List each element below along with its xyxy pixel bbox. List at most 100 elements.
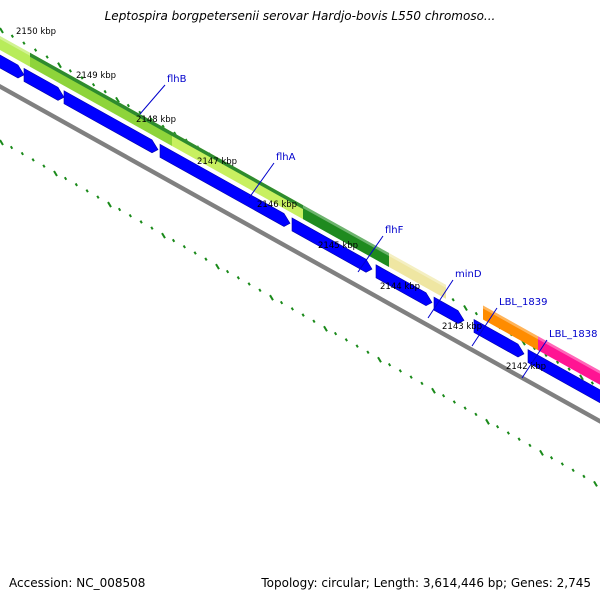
gene-leader-line [471,307,498,347]
inner-tick [474,412,478,417]
gene-leader-line [357,235,384,273]
outer-tick [579,374,584,381]
gene-label: flhF [385,225,404,236]
outer-tick [45,55,49,59]
band-flhB-edge [30,52,172,136]
cds-arrow [0,54,25,79]
band-flhA-edge [172,131,303,210]
inner-tick [150,226,154,230]
inner-tick [74,182,78,187]
inner-tick [398,369,402,373]
outer-tick [33,48,38,52]
inner-tick [431,387,436,394]
inner-tick [279,300,284,305]
inner-tick [387,362,392,367]
inner-tick [495,425,500,429]
cds-arrow [527,349,600,404]
inner-tick [506,431,510,435]
inner-tick [560,462,564,466]
band-minD-highlight [389,253,446,288]
inner-tick [333,331,338,336]
inner-tick [441,393,446,398]
inner-tick [269,294,274,301]
gene-leader-line [248,162,275,199]
outer-tick [0,27,4,34]
outer-tick [463,304,468,311]
outer-tick [80,76,84,80]
inner-tick [344,338,348,342]
inner-tick [485,418,490,425]
inner-tick [323,325,328,332]
inner-tick [528,443,532,448]
band-LBL_1838 [538,336,600,385]
band-pre-highlight [0,35,30,56]
cds-arrow [473,318,525,358]
inner-tick [517,437,521,441]
map-title: Leptospira borgpetersenii serovar Hardjo… [104,9,496,23]
outer-tick [115,96,120,103]
band-minD [389,253,446,299]
outer-tick [544,353,548,358]
accession-label: Accession: NC_008508 [9,576,146,590]
inner-tick [193,251,197,255]
inner-tick [215,263,220,270]
kbp-label: 2143 kbp [442,322,482,332]
gene-label: LBL_1839 [499,297,547,308]
gene-label: LBL_1838 [549,329,597,340]
backbone-line [0,83,600,424]
kbp-label: 2145 kbp [318,241,358,251]
gene-leader-line [521,339,548,379]
outer-tick [91,82,96,87]
gene-bands [0,35,600,385]
inner-tick [225,269,230,274]
cds-features [0,54,600,404]
cds-arrow [291,217,373,273]
cds-arrow [159,143,291,227]
inner-tick [139,220,143,224]
backbone [0,83,600,424]
kbp-label: 2146 kbp [257,200,297,210]
gene-label: flhA [276,152,296,163]
cds-arrow [23,67,65,101]
outer-tick [567,367,571,371]
band-LBL_1839-highlight [483,305,538,340]
labels: 2150 kbp 2149 kbp 2148 kbp 2147 kbp 2146 kbp… [16,27,597,379]
inner-tick [204,257,208,261]
gene-label: flhB [167,74,187,85]
inner-tick [366,350,370,355]
inner-tick [409,375,413,379]
inner-dotted-ticks [0,139,598,487]
gene-leader-line [427,279,454,319]
inner-tick [312,319,316,324]
kbp-label: 2147 kbp [197,157,237,167]
kbp-label: 2148 kbp [136,115,176,125]
inner-tick [571,468,575,472]
inner-tick [463,406,467,410]
inner-tick [0,139,4,146]
outer-tick [149,117,154,122]
outer-tick [103,89,107,94]
inner-tick [549,456,554,460]
inner-tick [247,282,251,286]
inner-tick [161,232,166,239]
inner-tick [107,201,112,208]
outer-tick [474,311,478,316]
outer-tick [126,103,130,108]
inner-tick [258,288,262,292]
outer-tick [451,298,455,302]
inner-tick [420,381,424,386]
outer-tick [22,41,26,45]
inner-tick [9,145,14,150]
inner-tick [63,176,68,181]
outer-tick [590,381,594,385]
inner-tick [355,344,359,348]
cds-arrow [375,264,433,307]
inner-tick [42,164,46,168]
gene-leader-line [139,84,166,115]
outer-tick [57,62,62,69]
inner-tick [452,400,456,404]
band-flhF-highlight [303,205,389,257]
band-LBL_1838-highlight [538,336,600,374]
cds-arrow [63,90,159,154]
inner-tick [128,213,132,218]
